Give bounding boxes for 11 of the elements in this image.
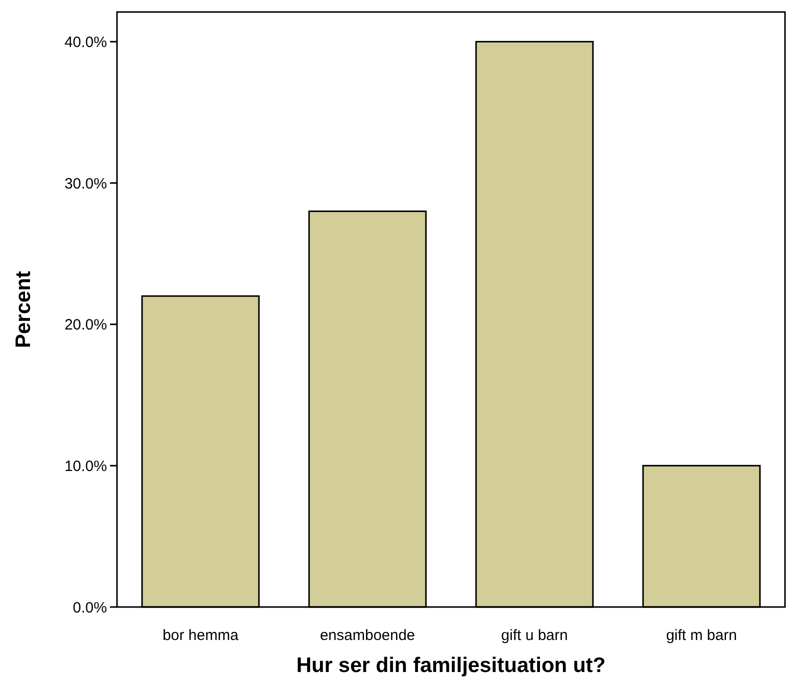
- y-tick-label: 10.0%: [64, 458, 107, 475]
- x-tick-label: gift m barn: [666, 627, 737, 644]
- y-axis-title: Percent: [12, 270, 35, 348]
- y-tick-label: 20.0%: [64, 316, 107, 334]
- y-tick-label: 30.0%: [64, 175, 107, 192]
- x-tick-label: gift u barn: [501, 627, 568, 644]
- y-tick-label: 0.0%: [72, 599, 107, 616]
- y-tick-label: 40.0%: [64, 34, 107, 51]
- x-tick-label: ensamboende: [320, 627, 416, 644]
- x-tick-label: bor hemma: [162, 627, 240, 644]
- x-axis-title: Hur ser din familjesituation ut?: [296, 654, 606, 677]
